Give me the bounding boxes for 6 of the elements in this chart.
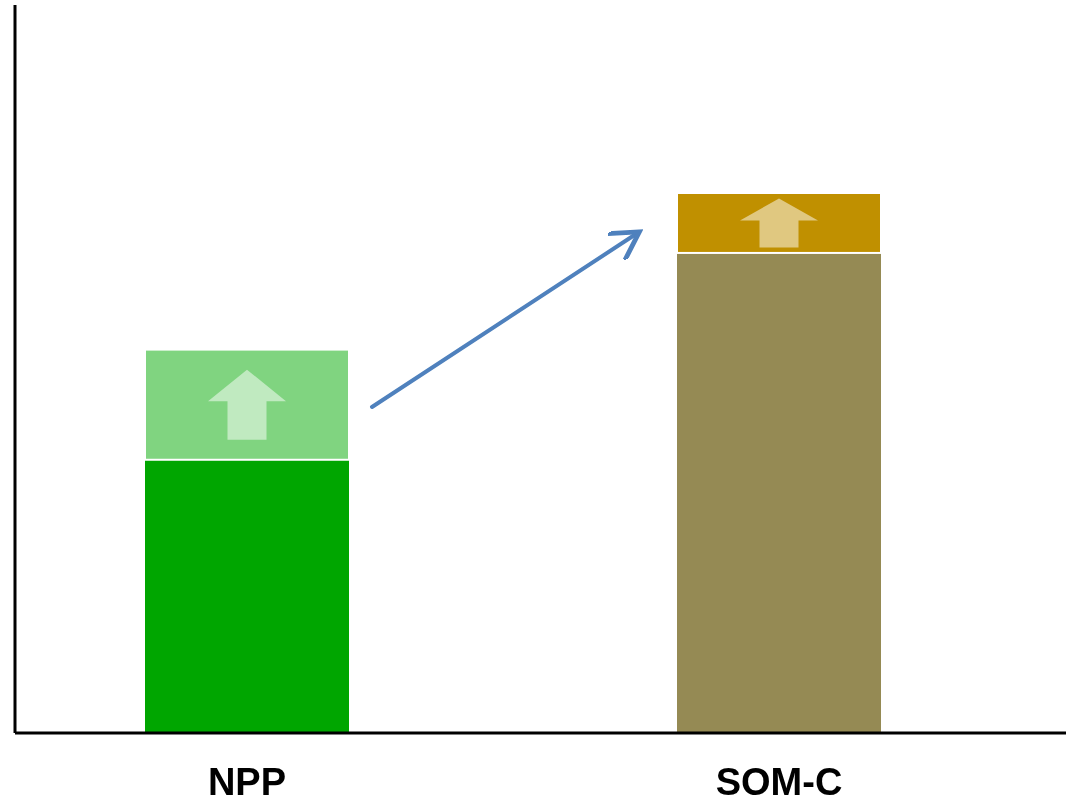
x-tick-label: NPP — [207, 761, 287, 804]
bar — [144, 348, 350, 461]
bar — [677, 252, 881, 733]
bar — [145, 459, 349, 733]
x-tick-label: SOM-C — [715, 761, 843, 804]
bar — [676, 192, 882, 254]
